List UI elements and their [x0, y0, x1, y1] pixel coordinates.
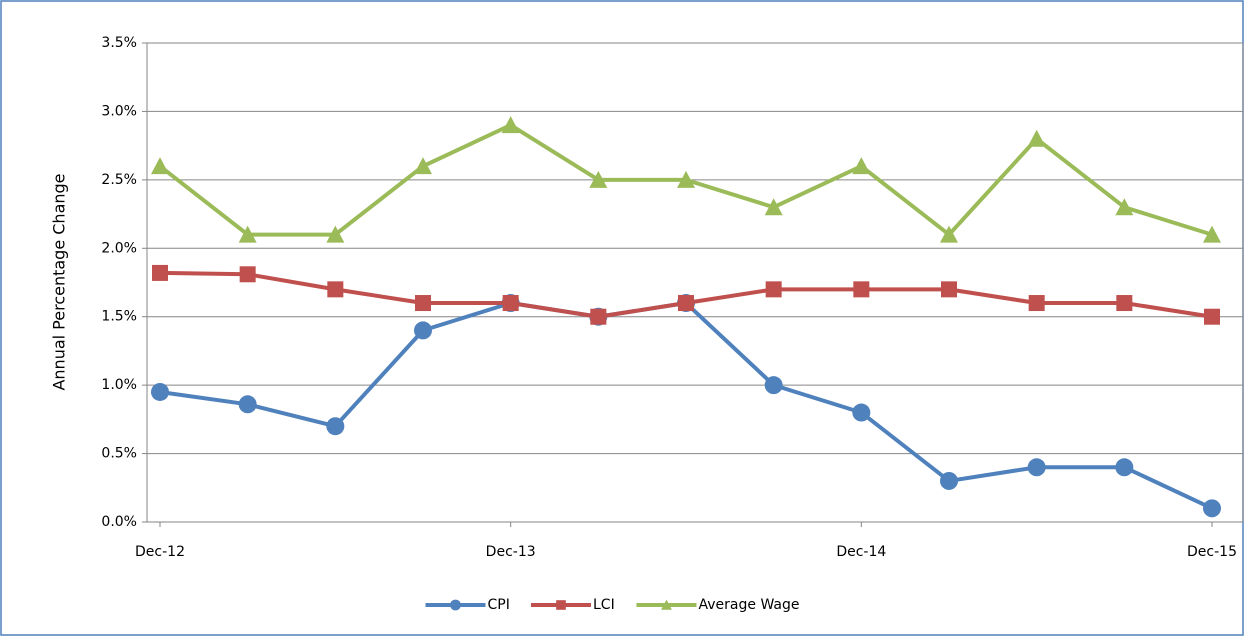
point	[764, 198, 783, 216]
point	[151, 157, 169, 175]
x-tick-label: Dec-15	[1187, 544, 1237, 560]
point	[326, 417, 345, 436]
legend-marker	[556, 600, 566, 610]
point	[678, 295, 694, 312]
point	[1027, 458, 1046, 477]
x-tick-label: Dec-14	[836, 544, 886, 560]
point	[414, 157, 432, 175]
point	[765, 281, 782, 298]
point	[1115, 198, 1134, 216]
point	[238, 395, 257, 414]
point	[152, 264, 168, 281]
point	[238, 225, 257, 243]
y-tick-label: 1.0%	[101, 377, 137, 393]
point	[1028, 295, 1045, 312]
point	[852, 157, 871, 175]
point	[151, 382, 169, 401]
y-tick-label: 3.5%	[101, 35, 137, 51]
point	[327, 281, 344, 298]
point	[590, 308, 607, 325]
point	[1027, 129, 1046, 147]
x-tick-label: Dec-12	[135, 544, 185, 560]
legend-marker	[450, 599, 461, 611]
point	[1115, 458, 1134, 477]
y-tick-label: 0.5%	[101, 446, 137, 462]
legend-label: LCI	[593, 597, 615, 613]
point	[853, 281, 870, 298]
y-tick-label: 2.5%	[101, 172, 137, 188]
point	[940, 471, 958, 490]
point	[1204, 308, 1220, 325]
y-tick-label: 1.5%	[101, 309, 137, 325]
point	[502, 295, 519, 312]
point	[677, 170, 695, 188]
point	[940, 225, 958, 243]
legend-label: CPI	[488, 597, 510, 613]
point	[414, 321, 432, 340]
point	[1116, 295, 1133, 312]
point	[764, 376, 783, 395]
y-axis-title: Annual Percentage Change	[50, 173, 69, 390]
point	[589, 170, 608, 188]
legend-label: Average Wage	[699, 597, 800, 613]
point	[1203, 499, 1221, 518]
legend-marker	[661, 599, 672, 610]
point	[326, 225, 345, 243]
point	[852, 403, 871, 422]
y-tick-label: 2.0%	[101, 240, 137, 256]
x-tick-label: Dec-13	[486, 544, 536, 560]
y-tick-label: 0.0%	[101, 514, 137, 530]
y-tick-label: 3.0%	[101, 103, 137, 119]
point	[1203, 225, 1221, 243]
point	[415, 295, 431, 312]
point	[501, 116, 520, 134]
point	[239, 266, 256, 283]
point	[941, 281, 957, 298]
